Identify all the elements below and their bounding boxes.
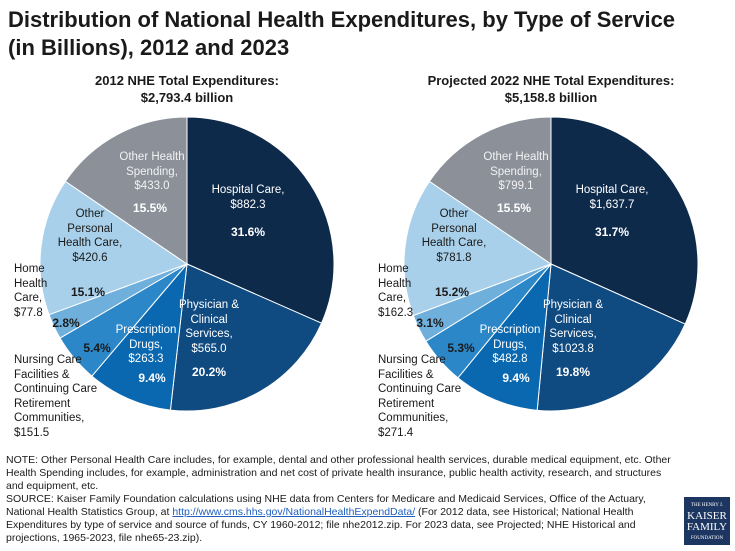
percent-label: 15.5% — [496, 201, 532, 215]
pie-title: Projected 2022 NHE Total Expenditures: — [427, 73, 675, 88]
amount-label: $420.6 — [72, 251, 108, 264]
logo-text: FOUNDATION — [690, 536, 724, 541]
source-text: SOURCE: Kaiser Family Foundation calcula… — [6, 493, 646, 518]
slice-label: Prescription Drugs, $482.8 — [470, 323, 550, 367]
logo: THE HENRY J. KAISER FAMILY FOUNDATION — [684, 497, 730, 545]
percent-label: 15.2% — [434, 285, 470, 299]
slice-label: Other Personal Health Care, $420.6 — [54, 207, 126, 265]
slice-label: Hospital Care, $1,637.7 — [557, 183, 667, 212]
category-label: Home Health Care, — [14, 263, 48, 304]
percent-label: 31.7% — [594, 225, 630, 239]
page-title: Distribution of National Health Expendit… — [8, 7, 676, 60]
slice-label: Prescription Drugs, $263.3 — [106, 323, 186, 367]
slice-label: Home Health Care, $162.3 — [378, 262, 430, 320]
amount-label: $1023.8 — [552, 342, 594, 355]
percent-label: 9.4% — [138, 371, 166, 385]
category-label: Physician & Clinical Services, — [542, 299, 604, 340]
logo-text: KAISER — [687, 510, 727, 522]
pie-title: 2012 NHE Total Expenditures: — [95, 73, 279, 88]
percent-label: 15.1% — [70, 285, 106, 299]
slice-label: Nursing Care Facilities & Continuing Car… — [378, 353, 478, 440]
slice-label: Home Health Care, $77.8 — [14, 262, 66, 320]
pie-slice — [536, 263, 686, 412]
note: NOTE: Other Personal Health Care include… — [6, 454, 671, 492]
percent-label: 9.4% — [502, 371, 530, 385]
category-label: Other Personal Health Care, — [421, 208, 487, 249]
category-label: Hospital Care, — [211, 184, 285, 196]
slice-label: Physician & Clinical Services, $565.0 — [169, 298, 249, 356]
pie-slice — [91, 262, 188, 411]
amount-label: $263.3 — [128, 353, 164, 365]
percent-label: 5.4% — [83, 341, 111, 355]
category-label: Other Health Spending, — [483, 151, 549, 178]
pie-slice — [457, 262, 552, 411]
pie-slice — [403, 180, 553, 317]
category-label: Nursing Care Facilities & Continuing Car… — [378, 354, 462, 424]
percent-label: 15.5% — [132, 201, 168, 215]
amount-label: $271.4 — [378, 426, 414, 439]
pie-slice — [550, 116, 699, 325]
logo-text: FAMILY — [686, 521, 728, 533]
pie-subtitle: $2,793.4 billion — [140, 90, 234, 105]
category-label: Home Health Care, — [378, 263, 412, 304]
pie-slice — [169, 263, 323, 412]
amount-label: $781.8 — [436, 251, 472, 264]
slice-label: Nursing Care Facilities & Continuing Car… — [14, 353, 114, 440]
percent-label: 2.8% — [52, 316, 80, 330]
category-label: Hospital Care, — [575, 184, 649, 196]
slice-label: Other Health Spending, $799.1 — [471, 150, 561, 194]
source-link[interactable]: http://www.cms.hhs.gov/NationalHealthExp… — [172, 506, 416, 518]
pie-slice — [186, 116, 335, 324]
amount-label: $799.1 — [498, 180, 534, 192]
amount-label: $77.8 — [14, 306, 43, 319]
source: SOURCE: Kaiser Family Foundation calcula… — [6, 493, 676, 545]
amount-label: $565.0 — [191, 342, 227, 355]
slice-label: Physician & Clinical Services, $1023.8 — [533, 298, 613, 356]
percent-label: 20.2% — [191, 365, 227, 379]
slice-label: Hospital Care, $882.3 — [193, 183, 303, 212]
percent-label: 5.3% — [447, 341, 475, 355]
percent-label: 3.1% — [416, 316, 444, 330]
amount-label: $882.3 — [230, 198, 266, 211]
category-label: Prescription Drugs, — [479, 324, 541, 351]
category-label: Other Health Spending, — [119, 151, 185, 178]
logo-text: THE HENRY J. — [690, 503, 724, 508]
category-label: Prescription Drugs, — [115, 324, 177, 351]
category-label: Other Personal Health Care, — [57, 208, 123, 249]
category-label: Physician & Clinical Services, — [178, 299, 240, 340]
pie-slice — [39, 180, 189, 316]
pie-slice — [64, 116, 188, 265]
amount-label: $1,637.7 — [589, 198, 635, 211]
amount-label: $151.5 — [14, 426, 50, 439]
amount-label: $433.0 — [134, 180, 170, 192]
percent-label: 31.6% — [230, 225, 266, 239]
slice-label: Other Personal Health Care, $781.8 — [418, 207, 490, 265]
amount-label: $482.8 — [492, 353, 528, 365]
percent-label: 19.8% — [555, 365, 591, 379]
pie-slice — [428, 116, 552, 265]
source-text: (For 2012 data, see Historical; National… — [6, 506, 636, 544]
pie-subtitle: $5,158.8 billion — [504, 90, 598, 105]
category-label: Nursing Care Facilities & Continuing Car… — [14, 354, 98, 424]
amount-label: $162.3 — [378, 306, 414, 319]
slice-label: Other Health Spending, $433.0 — [107, 150, 197, 194]
